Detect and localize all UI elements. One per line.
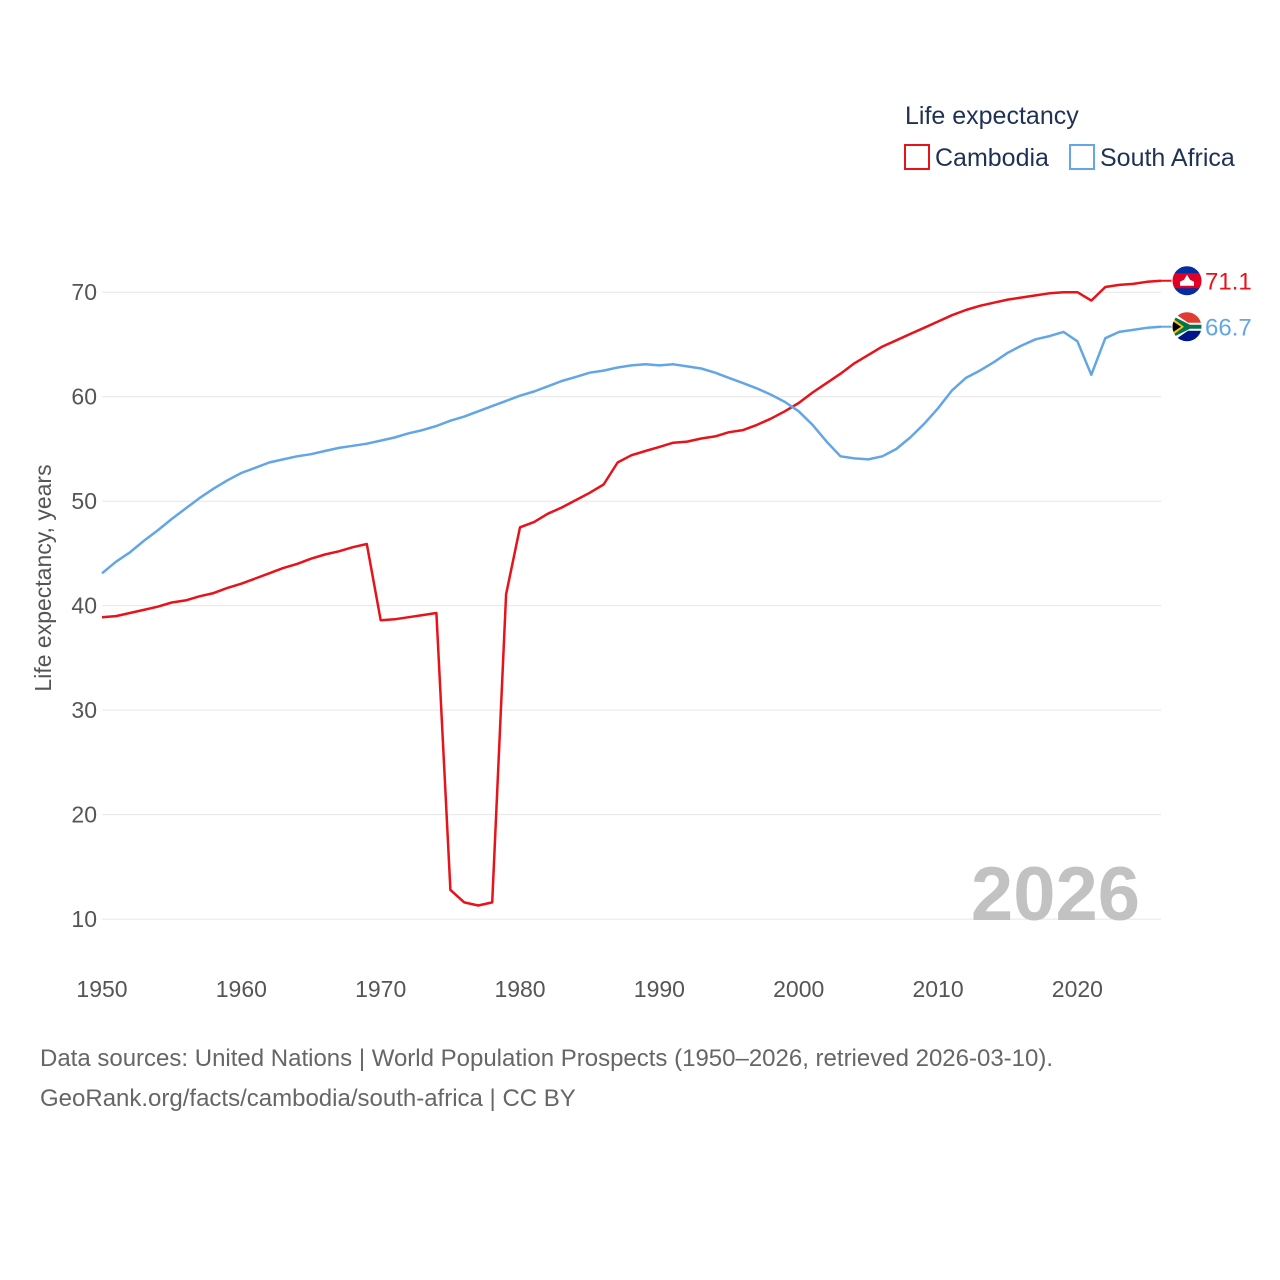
y-tick-30: 30: [71, 697, 97, 723]
y-tick-60: 60: [71, 384, 97, 410]
legend-title: Life expectancy: [905, 102, 1079, 130]
credit-link[interactable]: GeoRank.org/facts/cambodia/south-africa …: [40, 1085, 576, 1112]
data-source-note: Data sources: United Nations | World Pop…: [40, 1045, 1054, 1072]
series-lines: [101, 279, 1162, 907]
legend-label-cambodia[interactable]: Cambodia: [935, 144, 1049, 172]
x-tick-1950: 1950: [76, 976, 127, 1002]
south-africa-flag-icon: [1171, 311, 1203, 343]
y-tick-70: 70: [71, 279, 97, 305]
x-tick-2000: 2000: [773, 976, 824, 1002]
legend-swatch-south-africa[interactable]: [1069, 144, 1095, 170]
x-tick-1990: 1990: [634, 976, 685, 1002]
x-tick-2010: 2010: [912, 976, 963, 1002]
x-tick-2020: 2020: [1052, 976, 1103, 1002]
x-axis-ticks: 1950 1960 1970 1980 1990 2000 2010 2020: [76, 976, 1103, 1002]
cambodia-flag-icon: [1171, 265, 1203, 297]
x-tick-1960: 1960: [216, 976, 267, 1002]
y-tick-20: 20: [71, 802, 97, 828]
series-line-cambodia: [101, 279, 1162, 907]
legend: Life expectancy Cambodia South Africa: [904, 102, 1235, 172]
y-tick-40: 40: [71, 593, 97, 619]
series-line-south-africa: [101, 325, 1162, 575]
legend-label-south-africa[interactable]: South Africa: [1100, 144, 1235, 172]
y-axis-title: Life expectancy, years: [30, 464, 56, 691]
end-value-label-cambodia: 71.1: [1205, 269, 1252, 296]
current-year-label: 2026: [971, 852, 1140, 937]
y-tick-10: 10: [71, 906, 97, 932]
y-tick-50: 50: [71, 488, 97, 514]
end-value-label-south-africa: 66.7: [1205, 315, 1252, 342]
gridlines: [102, 291, 1161, 920]
legend-swatch-cambodia[interactable]: [904, 144, 930, 170]
x-tick-1970: 1970: [355, 976, 406, 1002]
x-tick-1980: 1980: [494, 976, 545, 1002]
end-markers: 71.1 66.7: [1161, 265, 1252, 343]
y-axis-ticks: 10 20 30 40 50 60 70: [71, 279, 97, 932]
